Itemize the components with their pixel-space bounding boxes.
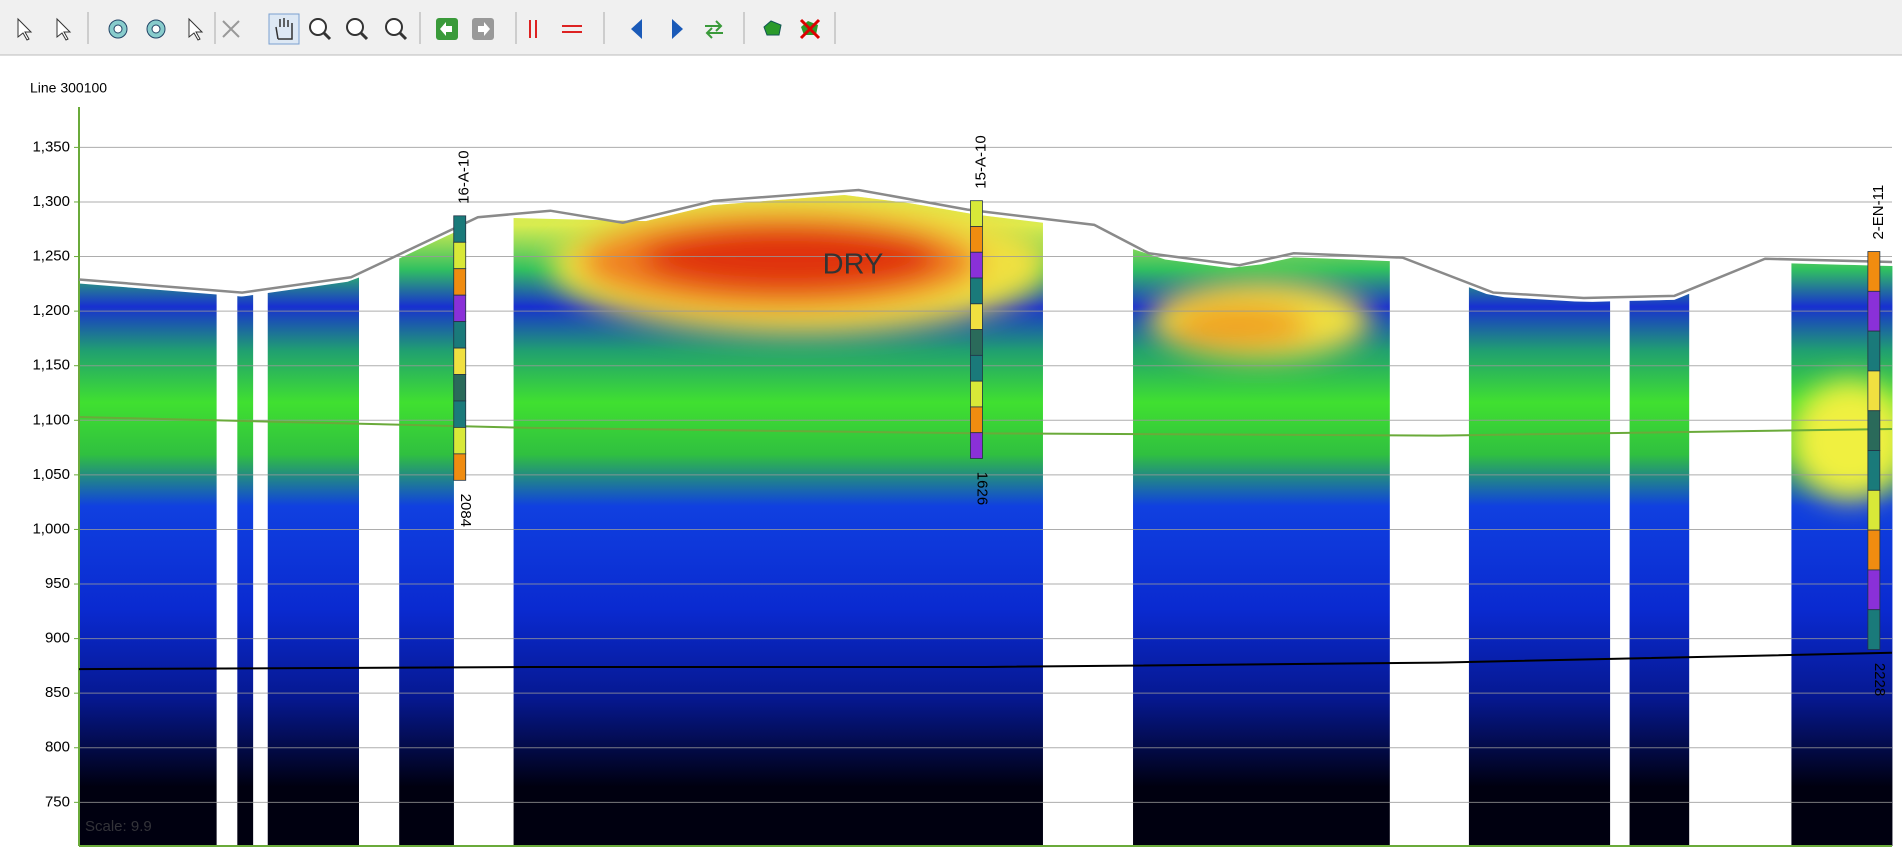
- icon: [346, 18, 364, 36]
- well-segment: [1867, 251, 1881, 292]
- toolbar-button[interactable]: [385, 18, 408, 41]
- icon: [672, 19, 683, 39]
- y-tick-label: 1,250: [32, 248, 70, 265]
- icon: [359, 31, 369, 41]
- well-segment: [1867, 569, 1881, 611]
- well-segment: [970, 432, 983, 459]
- icon: [188, 17, 204, 41]
- toolbar-button[interactable]: [222, 20, 240, 38]
- icon: [322, 31, 332, 41]
- icon: [151, 24, 161, 34]
- y-tick-label: 1,200: [32, 302, 70, 319]
- well-segment: [1867, 410, 1881, 451]
- well-segment: [1867, 489, 1881, 531]
- well-segment: [453, 347, 467, 375]
- icon: [56, 17, 72, 41]
- y-tick-label: 1,350: [32, 138, 70, 155]
- well-segment: [453, 241, 467, 270]
- y-tick-label: 1,050: [32, 466, 70, 483]
- well-segment: [970, 251, 983, 279]
- icon: [113, 24, 123, 34]
- toolbar-button[interactable]: [146, 19, 166, 39]
- well-segment: [453, 427, 467, 455]
- well-segment: [970, 354, 983, 382]
- annotation: DRY: [823, 249, 884, 281]
- well-segment: [970, 277, 983, 305]
- scale-label: Scale: 9.9: [85, 818, 152, 835]
- icon: [799, 18, 821, 40]
- well-segment: [453, 374, 467, 402]
- toolbar-button[interactable]: [562, 25, 582, 33]
- toolbar-button[interactable]: [705, 20, 723, 39]
- well-segment: [1867, 290, 1881, 332]
- icon: [440, 22, 452, 36]
- horizon-line: [78, 188, 1893, 300]
- well-segment: [970, 226, 983, 253]
- toolbar-button[interactable]: [108, 19, 128, 39]
- well-segment: [970, 200, 983, 227]
- y-tick-label: 900: [45, 630, 70, 647]
- toolbar-button[interactable]: [268, 13, 300, 45]
- well-name: 2-EN-11: [1870, 185, 1887, 240]
- well-depth: 2084: [457, 494, 474, 527]
- plot: 750 800 850 900 950 1,000 1,050 1,100 1,150 1,200…: [32, 107, 1893, 847]
- y-tick-label: 1,000: [32, 520, 70, 537]
- y-tick-label: 950: [45, 575, 70, 592]
- y-tick-label: 800: [45, 739, 70, 756]
- well-segment: [1867, 609, 1881, 650]
- toolbar-buttons: [17, 12, 836, 45]
- y-tick-label: 1,300: [32, 193, 70, 210]
- toolbar-button[interactable]: [631, 19, 642, 39]
- icon: [222, 20, 240, 38]
- well-segment: [1867, 370, 1881, 412]
- y-tick-label: 1,150: [32, 357, 70, 374]
- toolbar-button[interactable]: [17, 17, 33, 41]
- y-tick-label: 850: [45, 684, 70, 701]
- well-segment: [453, 400, 467, 428]
- toolbar-button[interactable]: [56, 17, 72, 41]
- y-tick-label: 750: [45, 793, 70, 810]
- toolbar-button[interactable]: [529, 20, 537, 38]
- well-segment: [970, 303, 983, 330]
- well-segment: [453, 453, 467, 481]
- toolbar-button[interactable]: [672, 19, 683, 39]
- well-segment: [453, 268, 467, 296]
- toolbar-button[interactable]: [309, 18, 332, 41]
- horizon-line: [78, 651, 1893, 671]
- toolbar-button[interactable]: [472, 18, 494, 40]
- icon: [309, 18, 327, 36]
- well-segment: [970, 406, 983, 434]
- toolbar-button[interactable]: [799, 18, 821, 40]
- well-segment: [1867, 529, 1881, 571]
- toolbar-button[interactable]: [763, 20, 782, 36]
- well-segment: [970, 380, 983, 408]
- well-segment: [1867, 450, 1881, 491]
- well-segment: [970, 329, 983, 356]
- toolbar-button[interactable]: [188, 17, 204, 41]
- icon: [385, 18, 403, 36]
- well-depth: 1626: [973, 472, 990, 505]
- section-title: Line 300100: [30, 80, 107, 96]
- y-tick-label: 1,100: [32, 411, 70, 428]
- icon: [763, 20, 782, 36]
- well-depth: 2228: [1871, 663, 1888, 696]
- icon: [398, 31, 408, 41]
- toolbar-button[interactable]: [436, 18, 458, 40]
- well-segment: [453, 321, 467, 349]
- toolbar-button[interactable]: [346, 18, 369, 41]
- well-segment: [453, 294, 467, 323]
- icon: [705, 20, 723, 39]
- icon: [631, 19, 642, 39]
- horizon-line: [78, 416, 1893, 437]
- icon: [478, 22, 490, 36]
- icon: [17, 17, 33, 41]
- well-name: 16-A-10: [456, 150, 473, 203]
- icon: [275, 18, 293, 40]
- well-segment: [1867, 330, 1881, 372]
- well-segment: [453, 215, 467, 243]
- well-name: 15-A-10: [972, 135, 989, 188]
